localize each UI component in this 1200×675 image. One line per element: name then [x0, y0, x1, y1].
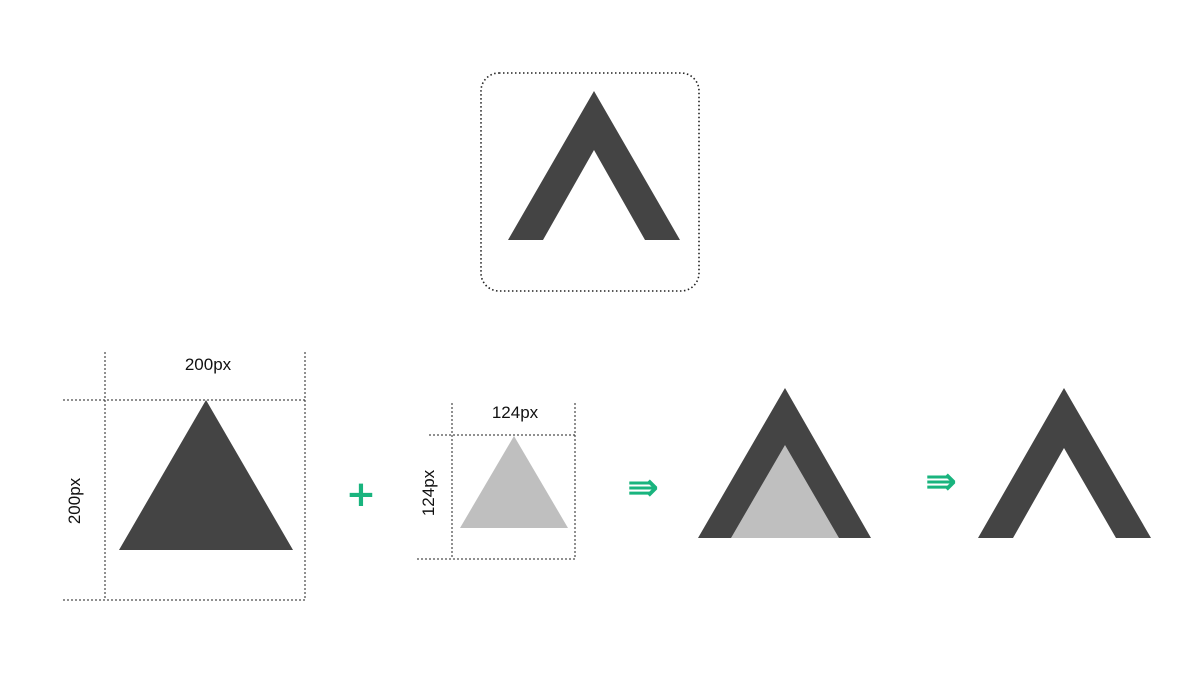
small-height-label: 124px	[419, 469, 438, 516]
preview-frame	[480, 72, 700, 292]
combined-group	[698, 388, 871, 538]
triangle-icon	[460, 436, 568, 528]
chevron-up-icon	[508, 91, 680, 240]
big-triangle-group: 200px 200px	[63, 352, 306, 601]
result-group	[978, 388, 1151, 538]
arrow-operator-1: ⇛	[627, 465, 659, 509]
big-height-label: 200px	[65, 477, 84, 524]
triangle-icon	[119, 400, 293, 550]
inner-triangle	[731, 445, 839, 538]
plus-operator: +	[346, 474, 376, 515]
big-width-label: 200px	[185, 355, 232, 374]
small-width-label: 124px	[492, 403, 539, 422]
preview-group	[480, 72, 700, 292]
arrow-operator-2: ⇛	[925, 459, 957, 503]
chevron-up-icon	[978, 388, 1151, 538]
small-triangle-group: 124px 124px	[417, 403, 576, 560]
